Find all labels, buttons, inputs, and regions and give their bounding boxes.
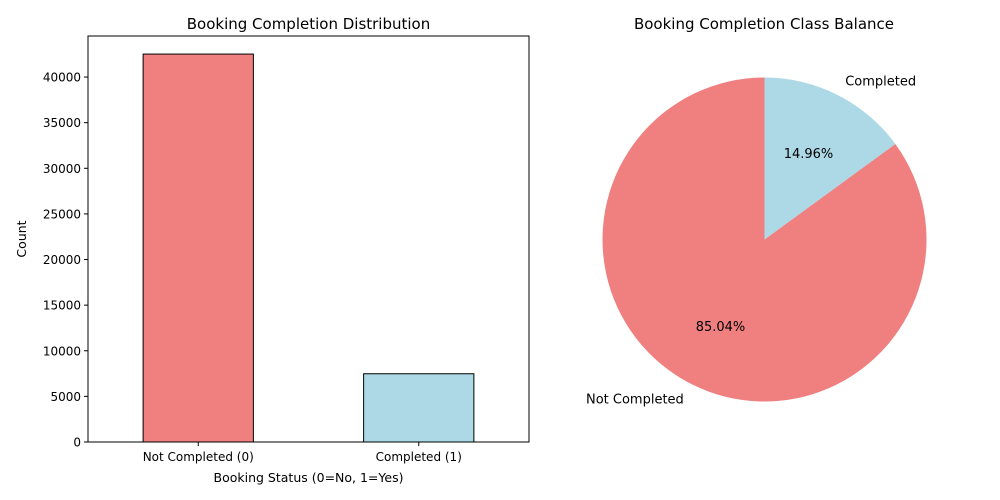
y-tick-label: 10000: [43, 344, 81, 358]
bar-axes-frame: [87, 35, 530, 443]
pie-slice: [764, 77, 896, 240]
pie-percent-label: 85.04%: [696, 320, 746, 335]
y-tick-label: 15000: [43, 299, 81, 313]
y-tick-label: 30000: [43, 162, 81, 176]
bar-y-axis-ticks: 0 5000 10000 15000 20000 25000 30000 35000 40000: [43, 71, 88, 450]
bar-series: [142, 53, 475, 443]
bar-chart-title: Booking Completion Distribution: [187, 15, 431, 33]
x-tick-label: Not Completed (0): [143, 450, 254, 464]
bar-chart-panel: Booking Completion Distribution 0 5000 100…: [14, 15, 530, 485]
y-tick-label: 5000: [50, 390, 81, 404]
pie-slice: [602, 77, 927, 402]
bar: [142, 53, 254, 443]
bar-x-axis-label: Booking Status (0=No, 1=Yes): [214, 470, 404, 485]
y-tick-label: 25000: [43, 207, 81, 221]
y-tick-label: 35000: [43, 116, 81, 130]
pie-chart-title: Booking Completion Class Balance: [634, 15, 894, 33]
pie-percent-label: 14.96%: [784, 147, 834, 162]
bar: [363, 373, 475, 443]
y-tick-label: 0: [73, 436, 81, 450]
pie-category-label: Completed: [845, 75, 916, 90]
x-tick-label: Completed (1): [376, 450, 462, 464]
pie-category-label: Not Completed: [586, 392, 684, 407]
pie-labels: 85.04% Not Completed 14.96% Completed: [586, 75, 916, 408]
y-tick-label: 20000: [43, 253, 81, 267]
pie-slices: [602, 77, 927, 402]
bar-x-axis-ticks: Not Completed (0) Completed (1): [143, 442, 462, 464]
bar-y-axis-label: Count: [14, 220, 29, 257]
y-tick-label: 40000: [43, 71, 81, 85]
pie-chart-panel: Booking Completion Class Balance 85.04% N…: [586, 15, 927, 407]
